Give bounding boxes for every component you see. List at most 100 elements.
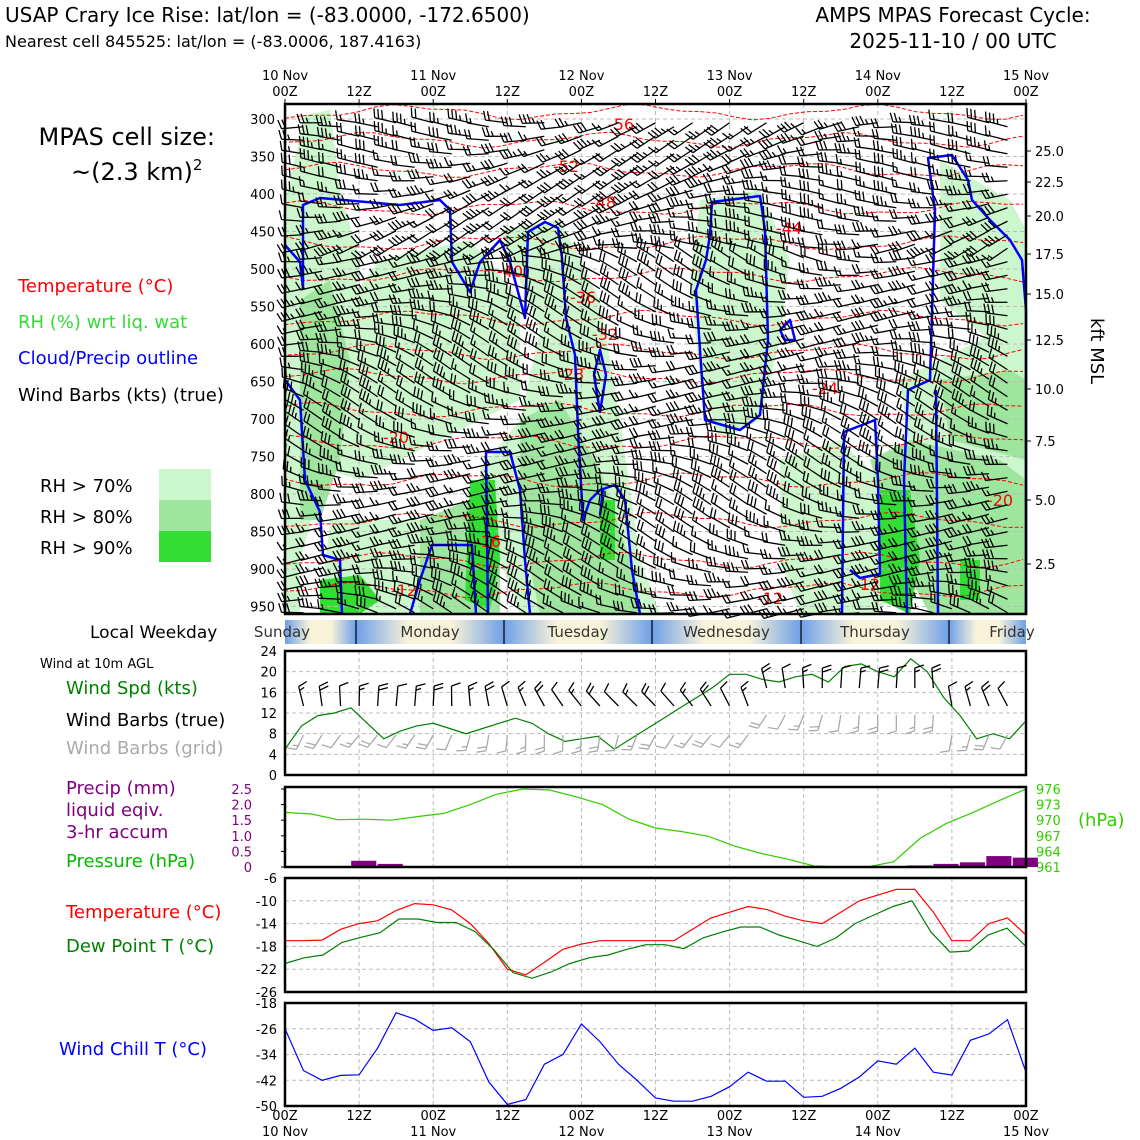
temperature-contour xyxy=(284,434,1024,450)
upper-wind-barb xyxy=(414,344,434,367)
upper-wind-barb xyxy=(742,190,767,205)
upper-wind-barb xyxy=(432,361,453,384)
upper-wind-barb xyxy=(628,415,656,426)
precip-bar xyxy=(933,863,959,867)
upper-wind-barb xyxy=(913,416,934,438)
upper-wind-barb xyxy=(609,218,638,228)
upper-wind-barb xyxy=(555,189,582,204)
upper-wind-barb xyxy=(581,280,601,303)
upper-wind-barb xyxy=(683,177,712,189)
upper-wind-barb xyxy=(481,216,508,231)
upper-wind-barb xyxy=(573,457,601,469)
upper-wind-barb xyxy=(544,550,564,573)
upper-wind-barb xyxy=(813,334,841,345)
upper-wind-barb xyxy=(277,268,304,279)
upper-wind-barb xyxy=(407,451,434,462)
upper-wind-barb xyxy=(780,216,804,232)
upper-wind-barb xyxy=(906,298,934,309)
temperature-contour-label: -12 xyxy=(757,589,783,608)
upper-wind-barb xyxy=(776,361,804,371)
upper-wind-barb xyxy=(555,203,582,216)
precip-y-tick-label: 0.5 xyxy=(231,845,252,860)
upper-wind-barb xyxy=(895,372,916,394)
upper-wind-barb xyxy=(522,512,545,529)
precip-label-3: 3-hr accum xyxy=(66,822,168,843)
upper-wind-barb xyxy=(779,273,804,286)
upper-wind-barb xyxy=(499,485,526,496)
upper-wind-barb xyxy=(800,394,823,411)
upper-wind-barb xyxy=(369,198,397,209)
upper-wind-barb xyxy=(762,206,786,222)
upper-wind-barb xyxy=(906,230,934,242)
upper-wind-barb xyxy=(906,309,934,321)
upper-wind-barb xyxy=(688,300,712,317)
upper-wind-barb xyxy=(665,185,693,197)
upper-wind-barb xyxy=(276,283,304,294)
upper-wind-barb xyxy=(925,494,952,505)
upper-wind-barb xyxy=(877,429,897,452)
upper-wind-barb xyxy=(392,125,415,141)
temperature-contour xyxy=(284,235,1024,251)
title-right-1: AMPS MPAS Forecast Cycle: xyxy=(815,3,1090,27)
upper-wind-barb xyxy=(391,139,415,155)
surface-wind-barb-true xyxy=(517,680,527,707)
upper-wind-barb xyxy=(406,521,434,533)
upper-wind-barb xyxy=(560,509,582,529)
upper-wind-barb xyxy=(629,149,656,163)
upper-wind-barb xyxy=(684,153,712,166)
bottom-hour-label: 00Z xyxy=(272,1109,298,1124)
upper-wind-barb xyxy=(411,565,434,583)
upper-wind-barb xyxy=(835,370,860,384)
upper-wind-barb xyxy=(969,385,990,407)
upper-wind-barb xyxy=(653,472,675,492)
upper-wind-barb xyxy=(911,447,934,465)
weekday-label: Thursday xyxy=(839,623,910,641)
upper-wind-barb xyxy=(853,205,878,218)
upper-wind-barb xyxy=(518,189,545,204)
legend-rh90-swatch xyxy=(159,531,211,562)
hpa-axis-label: (hPa) xyxy=(1078,810,1125,831)
upper-wind-barb xyxy=(667,328,693,340)
upper-wind-barb xyxy=(691,268,712,290)
upper-wind-barb xyxy=(855,364,878,380)
upper-wind-barb xyxy=(869,525,897,537)
upper-wind-barb xyxy=(967,578,990,596)
upper-wind-barb xyxy=(610,444,638,455)
upper-wind-barb xyxy=(295,249,323,260)
upper-wind-barb xyxy=(448,550,471,569)
upper-wind-barb xyxy=(317,462,341,479)
upper-wind-barb xyxy=(666,149,693,163)
upper-wind-barb xyxy=(943,513,971,525)
upper-wind-barb xyxy=(406,253,434,264)
upper-wind-barb xyxy=(300,361,323,380)
upper-wind-barb xyxy=(335,121,360,137)
upper-wind-barb xyxy=(648,441,675,452)
upper-wind-barb xyxy=(281,475,304,492)
upper-wind-barb xyxy=(877,415,897,438)
upper-wind-barb xyxy=(850,549,878,561)
surface-wind-barb-grid xyxy=(435,734,453,751)
upper-wind-barb xyxy=(371,165,397,178)
upper-wind-barb xyxy=(560,334,582,353)
upper-wind-barb xyxy=(703,331,730,342)
upper-wind-barb xyxy=(795,310,823,321)
upper-wind-barb xyxy=(315,588,341,600)
upper-wind-barb xyxy=(781,202,804,218)
upper-wind-barb xyxy=(394,404,415,425)
upper-wind-barb xyxy=(395,348,416,371)
upper-wind-barb xyxy=(782,240,804,259)
pressure-tick-label: 950 xyxy=(250,601,275,616)
upper-wind-barb xyxy=(780,392,804,407)
pressure-tick-label: 550 xyxy=(250,301,275,316)
upper-wind-barb xyxy=(684,139,712,154)
upper-wind-barb xyxy=(517,441,545,453)
upper-wind-barb xyxy=(468,362,490,384)
upper-wind-barb xyxy=(336,593,360,610)
upper-wind-barb xyxy=(462,220,490,235)
upper-wind-barb xyxy=(795,324,823,336)
upper-wind-barb xyxy=(987,389,1008,411)
kft-tick-label: 7.5 xyxy=(1035,435,1056,450)
upper-wind-barb xyxy=(739,135,767,147)
upper-wind-barb xyxy=(851,115,878,127)
upper-wind-barb xyxy=(815,517,841,529)
